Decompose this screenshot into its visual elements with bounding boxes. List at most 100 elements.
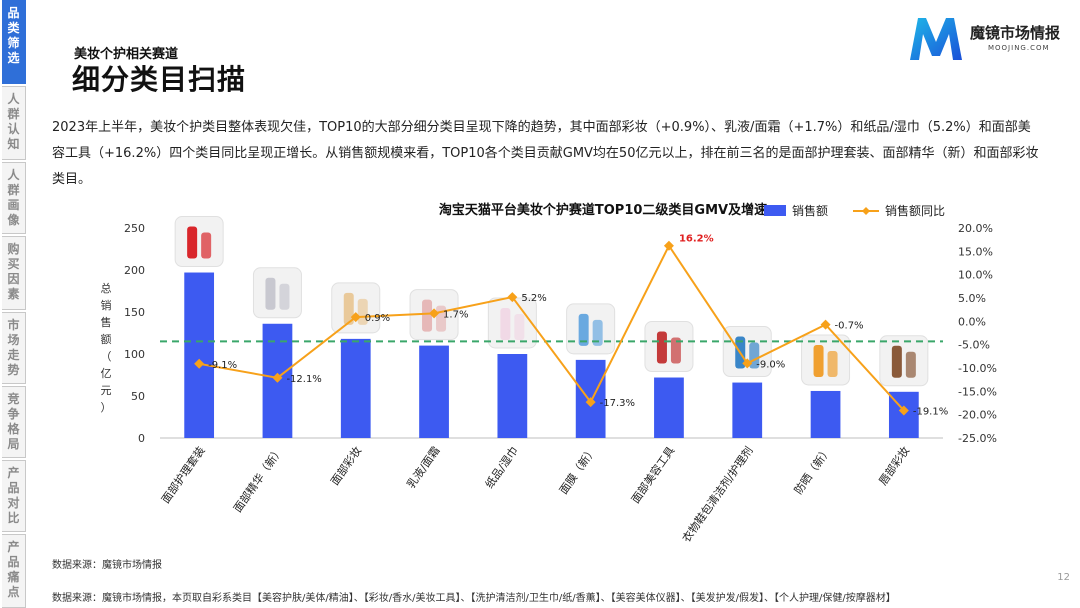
bar <box>184 272 215 438</box>
growth-data-label: -9.1% <box>208 360 237 371</box>
bar <box>340 338 371 438</box>
y-axis-label-char: 亿 <box>101 367 112 380</box>
x-category-label: 面膜（新） <box>556 444 599 497</box>
gmv-growth-chart: 淘宝天猫平台美妆个护赛道TOP10二级类目GMV及增速销售额 销售额同比 0 50 10… <box>48 190 1048 550</box>
growth-point <box>820 319 831 330</box>
y2-tick-label: -10.0% <box>958 362 997 375</box>
y-tick-label: 50 <box>131 390 145 403</box>
growth-point <box>194 358 205 369</box>
data-source-long: 数据来源：魔镜市场情报，本页取自彩系类目【美容护肤/美体/精油】、【彩妆/香水/… <box>52 593 896 604</box>
y2-tick-label: 15.0% <box>958 245 993 258</box>
growth-data-label: 0.9% <box>365 313 390 324</box>
growth-point <box>898 405 909 416</box>
bar <box>810 390 841 438</box>
nav-item-7[interactable]: 产 品 对 比 <box>2 460 26 532</box>
product-thumbnail-shape <box>905 351 916 378</box>
growth-point <box>350 312 361 323</box>
y-axis-label-char: 售 <box>101 315 112 329</box>
growth-data-label: 5.2% <box>521 293 546 304</box>
section-subtitle: 美妆个护相关赛道 <box>74 47 179 62</box>
y2-tick-label: 20.0% <box>958 222 993 235</box>
growth-point <box>429 308 440 319</box>
growth-line <box>198 243 905 412</box>
product-thumbnail-shape <box>813 344 824 377</box>
product-thumbnail-shape <box>578 313 589 346</box>
x-category-label: 唇部彩妆 <box>876 444 913 488</box>
nav-item-6[interactable]: 竞 争 格 局 <box>2 386 26 458</box>
growth-point <box>507 292 518 303</box>
y2-tick-label: -5.0% <box>958 339 990 352</box>
nav-item-4[interactable]: 购 买 因 素 <box>2 236 26 310</box>
growth-point <box>742 358 753 369</box>
brand-logo: 魔镜市场情报 MOOJING.COM <box>906 14 1066 66</box>
y2-tick-label: -15.0% <box>958 385 997 398</box>
growth-point <box>585 397 596 408</box>
product-thumbnail <box>566 303 616 355</box>
page-title: 细分类目扫描 <box>72 63 247 96</box>
nav-item-3[interactable]: 人 群 画 像 <box>2 162 26 234</box>
growth-data-label: -12.1% <box>286 374 321 385</box>
x-category-label: 衣物鞋包清洁剂/护理剂 <box>679 444 756 545</box>
legend-label-growth: 销售额同比 <box>885 203 945 218</box>
y-tick-label: 150 <box>124 306 145 319</box>
x-category-label: 面部美容工具 <box>628 444 677 506</box>
y-tick-label: 100 <box>124 348 145 361</box>
legend-marker-growth <box>862 207 870 215</box>
data-source-short: 数据来源：魔镜市场情报 <box>52 560 162 571</box>
y-tick-label: 250 <box>124 222 145 235</box>
x-category-label: 面部彩妆 <box>328 444 365 488</box>
bar <box>732 382 763 438</box>
x-category-label: 防晒（新） <box>791 444 834 497</box>
product-thumbnail <box>879 335 929 387</box>
y-axis-label-char: ） <box>101 401 112 414</box>
growth-data-label: -17.3% <box>600 398 635 409</box>
legend-swatch-sales <box>764 205 786 216</box>
brand-name: 魔镜市场情报 <box>970 24 1061 42</box>
product-thumbnail-shape <box>827 350 838 377</box>
growth-point <box>663 240 674 251</box>
nav-item-2[interactable]: 人 群 认 知 <box>2 86 26 160</box>
growth-data-label: -0.7% <box>835 321 864 332</box>
summary-paragraph: 2023年上半年，美妆个护类目整体表现欠佳，TOP10的大部分细分类目呈现下降的… <box>52 120 1039 187</box>
y-axis-label-char: 总 <box>101 281 112 295</box>
bar <box>497 354 528 438</box>
brand-url: MOOJING.COM <box>988 44 1050 52</box>
y-axis-label-char: （ <box>101 350 112 363</box>
nav-item-5[interactable]: 市 场 走 势 <box>2 312 26 384</box>
y2-tick-label: 10.0% <box>958 269 993 282</box>
product-thumbnail <box>174 216 224 268</box>
product-thumbnail-shape <box>422 299 433 332</box>
product-thumbnail-shape <box>279 283 290 310</box>
growth-data-label: -19.1% <box>913 406 948 417</box>
page-number: 12 <box>1057 572 1070 583</box>
nav-item-8[interactable]: 产 品 痛 点 <box>2 534 26 608</box>
product-thumbnail-shape <box>500 308 511 340</box>
growth-data-label: -9.0% <box>756 359 785 370</box>
product-thumbnail-shape <box>201 232 212 259</box>
y-axis-label-char: 额 <box>101 333 112 346</box>
nav-item-1[interactable]: 品 类 筛 选 <box>2 0 26 84</box>
x-category-label: 面部护理套装 <box>158 444 207 506</box>
product-thumbnail-shape <box>656 331 667 364</box>
bar <box>419 345 449 438</box>
bar <box>654 377 684 438</box>
product-thumbnail-shape <box>592 319 603 346</box>
product-thumbnail <box>644 321 694 373</box>
x-category-label: 乳液/面霜 <box>404 444 443 491</box>
side-navigation: 品 类 筛 选人 群 认 知人 群 画 像购 买 因 素市 场 走 势竞 争 格… <box>0 0 28 608</box>
x-category-label: 纸品/湿巾 <box>482 444 521 491</box>
growth-data-label: 16.2% <box>679 234 714 245</box>
product-thumbnail <box>331 282 381 334</box>
product-thumbnail-shape <box>514 314 525 340</box>
product-thumbnail <box>252 267 302 319</box>
product-thumbnail-shape <box>187 226 198 259</box>
product-thumbnail-shape <box>670 337 681 364</box>
growth-point <box>272 372 283 383</box>
y-tick-label: 0 <box>138 432 145 445</box>
y2-tick-label: 0.0% <box>958 315 986 328</box>
product-thumbnail-shape <box>265 277 276 310</box>
y-axis-label-char: 元 <box>101 384 112 397</box>
chart-canvas: 淘宝天猫平台美妆个护赛道TOP10二级类目GMV及增速销售额 销售额同比 0 50 10… <box>101 202 997 545</box>
y-axis-label-char: 销 <box>101 298 112 312</box>
chart-title: 淘宝天猫平台美妆个护赛道TOP10二级类目GMV及增速 <box>439 202 767 218</box>
